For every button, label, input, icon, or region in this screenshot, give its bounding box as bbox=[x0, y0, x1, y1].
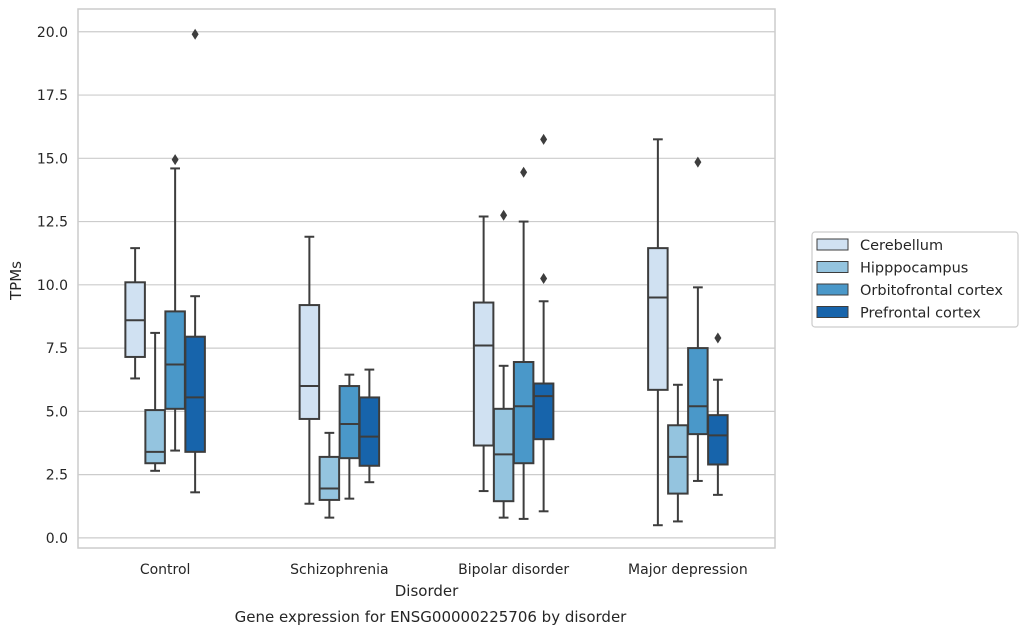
y-tick-labels: 0.0 2.5 5.0 7.5 10.0 12.5 15.0 17.5 20.0 bbox=[37, 25, 68, 547]
box-plots bbox=[124, 28, 729, 527]
outlier-point bbox=[520, 166, 528, 178]
box-hipppocampus bbox=[144, 331, 166, 472]
box-prefrontal-cortex bbox=[184, 28, 206, 494]
legend-label: Cerebellum bbox=[860, 238, 943, 254]
box-iqr bbox=[687, 347, 709, 436]
outlier-point bbox=[191, 28, 199, 40]
box-prefrontal-cortex bbox=[358, 368, 381, 484]
y-tick-label: 7.5 bbox=[46, 341, 68, 357]
x-tick-labels: Control Schizophrenia Bipolar disorder Majo… bbox=[140, 562, 748, 578]
box-hipppocampus bbox=[667, 383, 689, 523]
x-tick-label: Control bbox=[140, 562, 191, 578]
y-axis-title: TPMs bbox=[7, 261, 25, 301]
y-tick-label: 20.0 bbox=[37, 25, 68, 41]
box-prefrontal-cortex bbox=[707, 332, 729, 496]
box-orbitofrontal-cortex bbox=[512, 166, 535, 520]
legend-label: Prefrontal cortex bbox=[860, 306, 981, 322]
y-tick-label: 0.0 bbox=[46, 531, 68, 547]
x-tick-label: Major depression bbox=[628, 562, 748, 578]
chart-title: Gene expression for ENSG00000225706 by d… bbox=[235, 608, 628, 626]
y-tick-label: 10.0 bbox=[37, 278, 68, 294]
outlier-point bbox=[171, 154, 179, 166]
legend-swatch bbox=[816, 261, 849, 273]
box-hipppocampus bbox=[318, 431, 341, 519]
box-iqr bbox=[647, 247, 669, 391]
x-axis-title: Disorder bbox=[395, 582, 459, 600]
y-tick-label: 2.5 bbox=[46, 468, 68, 484]
x-tick-label: Schizophrenia bbox=[290, 562, 388, 578]
box-iqr bbox=[318, 455, 341, 501]
box-iqr bbox=[298, 304, 321, 420]
legend-swatch bbox=[816, 306, 849, 318]
outlier-point bbox=[694, 156, 702, 168]
box-cerebellum bbox=[298, 235, 321, 505]
box-iqr bbox=[338, 385, 361, 460]
box-cerebellum bbox=[124, 247, 146, 380]
box-iqr bbox=[472, 301, 495, 447]
box-iqr bbox=[164, 310, 186, 410]
legend-label: Orbitofrontal cortex bbox=[860, 283, 1003, 299]
plot-frame bbox=[77, 8, 776, 549]
outlier-point bbox=[540, 133, 548, 145]
box-orbitofrontal-cortex bbox=[338, 373, 361, 500]
legend: Cerebellum Hipppocampus Orbitofrontal cort… bbox=[811, 231, 1019, 328]
box-iqr bbox=[144, 409, 166, 465]
outlier-point bbox=[540, 273, 548, 284]
y-tick-label: 12.5 bbox=[37, 215, 68, 231]
box-orbitofrontal-cortex bbox=[164, 154, 186, 452]
box-orbitofrontal-cortex bbox=[687, 156, 709, 482]
box-iqr bbox=[184, 335, 206, 453]
box-cerebellum bbox=[647, 138, 669, 527]
y-tick-label: 5.0 bbox=[46, 404, 68, 420]
box-iqr bbox=[532, 382, 555, 441]
y-tick-label: 15.0 bbox=[37, 151, 68, 167]
box-hipppocampus bbox=[492, 209, 515, 519]
y-tick-label: 17.5 bbox=[37, 88, 68, 104]
legend-frame bbox=[811, 231, 1019, 328]
box-iqr bbox=[667, 424, 689, 495]
outlier-point bbox=[714, 332, 722, 344]
box-cerebellum bbox=[472, 215, 495, 493]
x-tick-label: Bipolar disorder bbox=[458, 562, 569, 578]
legend-label: Hipppocampus bbox=[860, 261, 968, 277]
box-prefrontal-cortex bbox=[532, 133, 555, 513]
legend-swatch bbox=[816, 283, 849, 296]
box-iqr bbox=[512, 361, 535, 465]
outlier-point bbox=[500, 209, 508, 221]
box-iqr bbox=[358, 396, 381, 467]
box-iqr bbox=[707, 414, 729, 466]
legend-swatch bbox=[816, 238, 849, 251]
